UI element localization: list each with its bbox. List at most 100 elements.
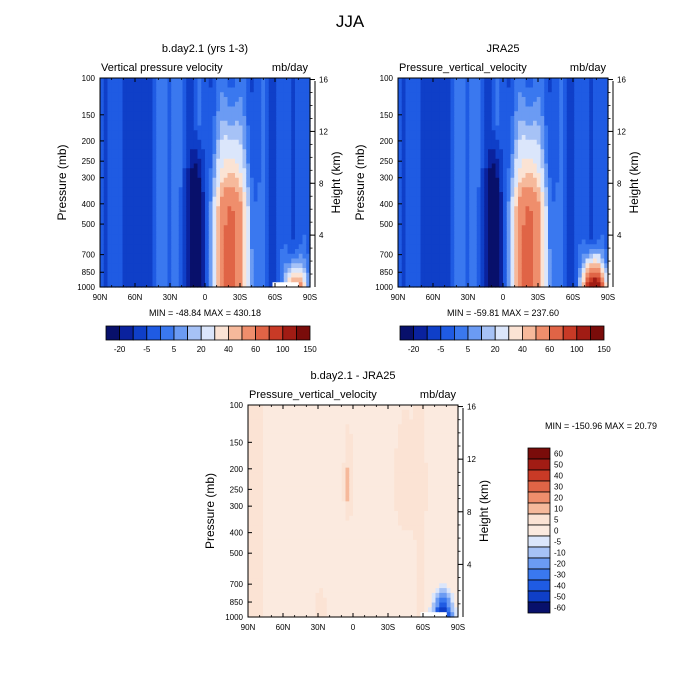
- field-cell: [533, 168, 538, 174]
- field-cell: [401, 206, 407, 212]
- field-cell: [488, 82, 493, 89]
- field-cell: [246, 97, 251, 103]
- field-cell: [261, 106, 266, 112]
- field-cell: [261, 111, 266, 117]
- field-cell: [163, 196, 169, 203]
- field-cell: [137, 201, 142, 207]
- field-cell: [469, 234, 474, 241]
- field-cell: [216, 111, 221, 117]
- field-cell: [253, 268, 259, 274]
- field-cell: [424, 92, 429, 98]
- field-cell: [450, 125, 455, 131]
- field-cell: [295, 116, 300, 122]
- field-cell: [461, 187, 467, 193]
- field-cell: [306, 182, 311, 188]
- field-cell: [518, 192, 523, 198]
- field-cell: [585, 201, 590, 207]
- field-cell: [205, 101, 210, 108]
- field-cell: [220, 144, 225, 150]
- field-cell: [581, 163, 587, 169]
- field-cell: [461, 116, 467, 122]
- field-cell: [491, 87, 497, 93]
- field-cell: [405, 101, 410, 108]
- field-cell: [193, 168, 199, 174]
- field-cell: [559, 111, 564, 117]
- field-cell: [454, 158, 459, 165]
- field-cell: [518, 125, 523, 131]
- field-cell: [205, 168, 210, 174]
- field-cell: [443, 206, 448, 212]
- field-cell: [484, 139, 489, 146]
- field-cell: [533, 111, 538, 117]
- field-cell: [503, 144, 508, 150]
- field-cell: [242, 82, 247, 89]
- field-cell: [439, 268, 444, 274]
- field-cell: [118, 101, 124, 108]
- field-cell: [201, 130, 206, 136]
- field-cell: [220, 111, 225, 117]
- field-cell: [208, 135, 214, 141]
- field-cell: [216, 78, 221, 84]
- field-cell: [287, 263, 292, 269]
- field-cell: [540, 215, 545, 222]
- field-cell: [186, 87, 191, 93]
- field-cell: [246, 187, 251, 193]
- field-cell: [126, 92, 131, 98]
- field-cell: [205, 187, 210, 193]
- field-cell: [578, 263, 583, 269]
- field-cell: [201, 215, 206, 222]
- field-cell: [484, 201, 489, 207]
- field-cell: [137, 168, 142, 174]
- field-cell: [424, 135, 429, 141]
- field-cell: [428, 282, 433, 288]
- field-cell: [280, 182, 285, 188]
- field-cell: [223, 97, 229, 103]
- field-cell: [306, 263, 311, 269]
- field-cell: [287, 201, 292, 207]
- field-cell: [175, 201, 180, 207]
- field-cell: [283, 258, 289, 264]
- field-cell: [235, 78, 240, 84]
- field-cell: [246, 258, 251, 264]
- field-cell: [551, 215, 557, 222]
- field-cell: [163, 244, 169, 250]
- field-cell: [529, 149, 534, 155]
- field-cell: [268, 82, 274, 89]
- field-cell: [103, 215, 109, 222]
- field-cell: [227, 244, 232, 250]
- field-cell: [439, 201, 444, 207]
- field-cell: [220, 258, 225, 264]
- field-cell: [103, 244, 109, 250]
- field-cell: [503, 253, 508, 260]
- field-cell: [578, 116, 583, 122]
- field-cell: [585, 244, 590, 250]
- field-cell: [559, 149, 564, 155]
- field-cell: [253, 182, 259, 188]
- field-cell: [405, 201, 410, 207]
- field-cell: [439, 130, 444, 136]
- field-cell: [298, 154, 304, 160]
- field-cell: [133, 116, 139, 122]
- field-cell: [476, 92, 482, 98]
- y-tick-label: 200: [82, 137, 96, 146]
- field-cell: [563, 215, 568, 222]
- field-cell: [446, 182, 452, 188]
- field-cell: [118, 282, 124, 288]
- field-cell: [238, 244, 244, 250]
- field-cell: [416, 239, 422, 245]
- field-cell: [261, 196, 266, 203]
- field-cell: [581, 168, 587, 174]
- field-cell: [593, 277, 598, 283]
- field-cell: [506, 120, 512, 127]
- field-cell: [533, 272, 538, 279]
- field-cell: [126, 206, 131, 212]
- field-cell: [141, 144, 146, 150]
- field-cell: [510, 82, 515, 89]
- field-cell: [141, 101, 146, 108]
- field-cell: [178, 182, 184, 188]
- field-cell: [491, 158, 497, 165]
- field-cell: [420, 135, 425, 141]
- field-cell: [250, 211, 255, 217]
- field-cell: [145, 206, 150, 212]
- field-cell: [227, 139, 232, 146]
